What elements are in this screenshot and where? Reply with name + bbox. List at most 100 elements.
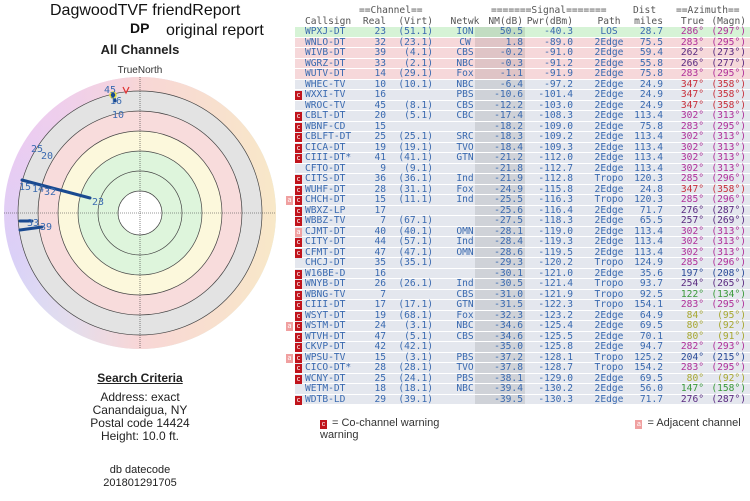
callsign[interactable]: WROC-TV [305, 99, 346, 111]
callsign[interactable]: CJMT-DT [305, 225, 346, 237]
callsign[interactable]: WNYB-DT [305, 278, 346, 289]
distance: 59.4 [639, 47, 663, 58]
callsign[interactable]: CBLT-DT [305, 110, 346, 121]
table-row[interactable]: WGRZ-DT 33 (2.1) NBC -0.3 -91.2 2Edge 55.8 266° (… [295, 57, 750, 69]
table-row[interactable]: WETM-DT 18 (18.1) NBC -39.4 -130.2 2Edge 56.0 14… [295, 383, 750, 395]
table-row[interactable]: c a WPSU-TV 15 (3.1) PBS -37.2 -128.1 Tropo 125.2… [286, 351, 750, 363]
real-channel: 25 [374, 131, 386, 142]
table-row[interactable]: c WXXI-TV 16 PBS -10.6 -101.4 2Edge 24.9 347° (35… [295, 89, 750, 101]
table-row[interactable]: c CBLT-DT 20 (5.1) CBC -17.4 -108.3 2Edge 113.4 3… [295, 110, 750, 122]
callsign[interactable]: WNLO-DT [305, 36, 346, 48]
table-row[interactable]: c WDTB-LD 29 (39.1) -39.5 -130.3 2Edge 71.7 276°… [295, 393, 750, 405]
table-row[interactable]: c CIII-DT* 41 (41.1) GTN -21.2 -112.0 2Edge 113.… [295, 152, 750, 164]
table-row[interactable]: c W16BE-D 16 -30.1 -121.0 2Edge 35.6 197° (208°) [295, 267, 750, 279]
power: -119.0 [538, 225, 573, 237]
column-header-azimuth-true[interactable]: True [680, 15, 704, 27]
callsign[interactable]: WTVH-DT [305, 330, 346, 342]
table-row[interactable]: c WBBZ-TV 7 (67.1) -27.5 -118.3 2Edge 65.5 257° (… [295, 215, 750, 227]
callsign[interactable]: CHCH-DT [305, 194, 346, 205]
legend: c = Co-channel warning a = Adjacent channe… [320, 417, 750, 441]
callsign[interactable]: CKVP-DT [305, 341, 346, 352]
table-row[interactable]: c WNYB-DT 26 (26.1) Ind -30.5 -121.4 Tropo 93.7 2… [295, 278, 750, 290]
callsign[interactable]: CITY-DT [305, 236, 346, 247]
table-row[interactable]: CHCJ-DT 35 (35.1) -29.3 -120.2 Tropo 124.9 285°… [295, 257, 750, 269]
column-header-virtual-channel[interactable]: (Virt) [398, 15, 433, 27]
table-row[interactable]: WIVB-DT 39 (4.1) CBS -0.2 -91.0 2Edge 59.4 262° (… [295, 47, 750, 59]
column-header-callsign[interactable]: Callsign [305, 15, 352, 27]
callsign[interactable]: WGRZ-DT [305, 57, 346, 69]
table-row[interactable]: WNLO-DT 32 (23.1) CW 1.8 -89.0 2Edge 75.5 283° (2… [295, 36, 750, 48]
column-header-network[interactable]: Netwk [450, 15, 480, 27]
callsign[interactable]: CITS-DT [305, 173, 346, 184]
table-row[interactable]: c CICO-DT* 28 (28.1) TVO -37.8 -128.7 Tropo 154.… [295, 362, 750, 374]
nm-column-shade [475, 352, 525, 362]
table-row[interactable]: c WCNY-DT 25 (24.1) PBS -38.1 -129.0 2Edge 69.5 8… [295, 372, 750, 384]
callsign[interactable]: WBBZ-TV [305, 215, 346, 226]
table-row[interactable]: c WBXZ-LP 17 -25.6 -116.4 2Edge 71.7 276° (287°) [295, 204, 750, 216]
callsign[interactable]: WETM-DT [305, 383, 346, 394]
callsign[interactable]: CFMT-DT [305, 246, 346, 258]
azimuth-true: 302° [680, 225, 704, 237]
callsign[interactable]: WBNF-CD [305, 120, 346, 132]
column-header-distance[interactable]: miles [634, 15, 663, 27]
table-row[interactable]: c WSYT-DT 19 (68.1) Fox -32.3 -123.2 2Edge 64.9 8… [295, 309, 750, 321]
table-row[interactable]: c a CHCH-DT 15 (11.1) Ind -25.5 -116.3 Tropo 120.… [286, 194, 750, 206]
table-row[interactable]: CFTO-DT 9 (9.1) -21.8 -112.7 2Edge 113.4 302° (3… [295, 162, 750, 174]
callsign[interactable]: CICA-DT [305, 141, 346, 153]
column-header-noise-margin[interactable]: NM(dB) [488, 15, 523, 27]
callsign[interactable]: WSYT-DT [305, 309, 346, 321]
callsign[interactable]: WBXZ-LP [305, 204, 346, 216]
nm-column-shade [475, 247, 525, 257]
callsign[interactable]: WUTV-DT [305, 68, 346, 79]
azimuth-magnetic: (313°) [711, 110, 746, 121]
callsign[interactable]: CIII-DT [305, 299, 346, 310]
callsign[interactable]: CBLFT-DT [305, 131, 352, 142]
callsign[interactable]: WUHF-DT [305, 183, 346, 195]
column-header-power[interactable]: Pwr(dBm) [526, 15, 573, 27]
table-row[interactable]: c CITS-DT 36 (36.1) Ind -21.9 -112.8 Tropo 120.3… [295, 173, 750, 185]
city: Canandaigua, NY [92, 403, 188, 417]
callsign[interactable]: WCNY-DT [305, 372, 346, 384]
table-row[interactable]: c CIII-DT 17 (17.1) GTN -31.5 -122.3 Tropo 154.1… [295, 299, 750, 311]
table-row[interactable]: c a WSTM-DT 24 (3.1) NBC -34.6 -125.4 2Edge 69.5 8… [286, 320, 750, 332]
table-row[interactable]: c CITY-DT 44 (57.1) Ind -28.4 -119.3 2Edge 113.4… [295, 236, 750, 248]
report-link-original[interactable]: original report [166, 22, 264, 39]
noise-margin: -10.6 [494, 89, 523, 100]
callsign[interactable]: W16BE-D [305, 267, 346, 279]
callsign[interactable]: CFTO-DT [305, 162, 346, 174]
callsign[interactable]: WPXJ-DT [305, 26, 346, 37]
column-header-path[interactable]: Path [597, 15, 621, 27]
azimuth-magnetic: (295°) [711, 299, 746, 310]
callsign[interactable]: WBNG-TV [305, 288, 346, 300]
callsign[interactable]: CIII-DT* [305, 152, 352, 163]
callsign[interactable]: CICO-DT* [305, 362, 352, 373]
table-row[interactable]: c WTVH-DT 47 (5.1) CBS -34.6 -125.5 2Edge 70.1 80… [295, 330, 750, 342]
table-row[interactable]: WROC-TV 45 (8.1) CBS -12.2 -103.0 2Edge 24.9 347… [295, 99, 750, 111]
table-row[interactable]: WHEC-TV 10 (10.1) NBC -6.4 -97.2 2Edge 24.9 347°… [295, 78, 750, 90]
path: 2Edge [594, 57, 624, 69]
callsign[interactable]: CHCJ-DT [305, 257, 346, 268]
callsign[interactable]: WDTB-LD [305, 393, 346, 405]
column-header-azimuth-magnetic[interactable]: (Magn) [711, 15, 746, 27]
table-row[interactable]: c WUHF-DT 28 (31.1) Fox -24.9 -115.8 2Edge 24.8 3… [295, 183, 750, 195]
table-row[interactable]: a CJMT-DT 40 (40.1) OMN -28.1 -119.0 2Edge 113.4… [295, 225, 750, 237]
table-row[interactable]: c CICA-DT 19 (19.1) TVO -18.4 -109.3 2Edge 113.4… [295, 141, 750, 153]
table-row[interactable]: c WBNG-TV 7 CBS -31.0 -121.9 Tropo 92.5 122° (134… [295, 288, 750, 300]
table-row[interactable]: WPXJ-DT 23 (51.1) ION 50.5 -40.3 LOS 28.7 286° (2… [295, 26, 750, 38]
callsign[interactable]: WXXI-TV [305, 89, 346, 100]
path: 2Edge [594, 372, 624, 384]
path: 2Edge [594, 89, 624, 100]
table-row[interactable]: c CBLFT-DT 25 (25.1) SRC -18.3 -109.2 2Edge 113.… [295, 131, 750, 143]
virtual-channel: (39.1) [398, 393, 433, 405]
table-row[interactable]: c CFMT-DT 47 (47.1) OMN -28.6 -119.5 2Edge 113.4… [295, 246, 750, 258]
callsign[interactable]: WIVB-DT [305, 47, 346, 58]
column-header-real-channel[interactable]: Real [362, 15, 386, 27]
callsign[interactable]: WPSU-TV [305, 351, 346, 363]
table-row[interactable]: WUTV-DT 14 (29.1) Fox -1.1 -91.9 2Edge 75.8 283°… [295, 68, 750, 80]
azimuth-magnetic: (313°) [711, 131, 746, 142]
noise-margin: -31.5 [494, 299, 523, 310]
table-row[interactable]: c CKVP-DT 42 (42.1) -35.0 -125.8 2Edge 94.7 282°… [295, 341, 750, 353]
callsign[interactable]: WHEC-TV [305, 78, 346, 90]
table-row[interactable]: c WBNF-CD 15 -18.2 -109.0 2Edge 75.8 283° (295°) [295, 120, 750, 132]
callsign[interactable]: WSTM-DT [305, 320, 346, 331]
